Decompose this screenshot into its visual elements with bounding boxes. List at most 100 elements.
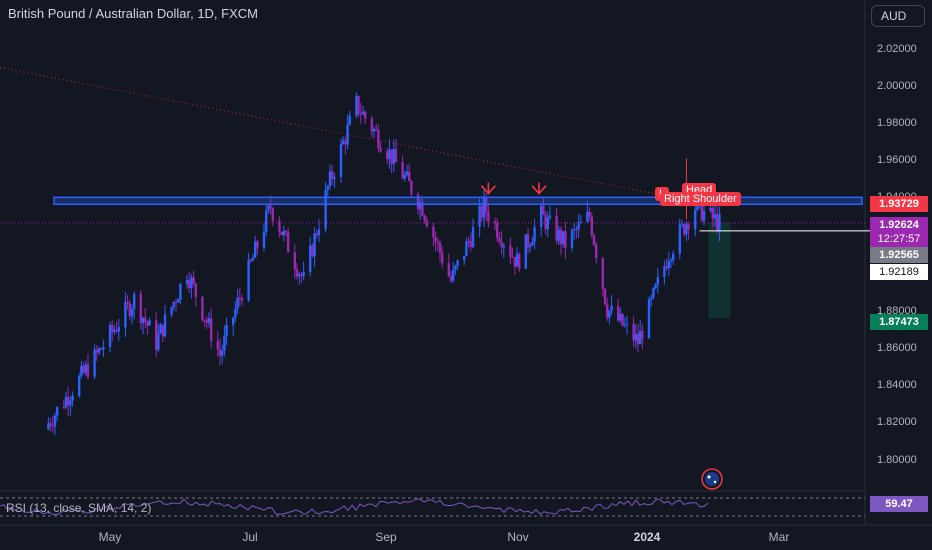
candle-body bbox=[49, 423, 52, 426]
y-tick-label: 1.84000 bbox=[877, 379, 917, 391]
candle-body bbox=[267, 205, 270, 211]
candle-body bbox=[47, 423, 50, 430]
candle-body bbox=[392, 149, 395, 164]
candle-body bbox=[469, 241, 472, 248]
target-price-badge: 1.87473 bbox=[870, 314, 928, 330]
candle-body bbox=[328, 171, 332, 187]
candle-body bbox=[694, 209, 697, 230]
y-tick-label: 1.80000 bbox=[877, 454, 917, 466]
candle-body bbox=[410, 181, 413, 195]
candle-body bbox=[680, 223, 684, 225]
candle-body bbox=[683, 223, 686, 235]
candle-body bbox=[207, 318, 211, 323]
candle-body bbox=[282, 230, 285, 236]
stop-price-badge: 1.93729 bbox=[870, 196, 928, 212]
y-tick-label: 1.98000 bbox=[877, 117, 917, 129]
candle-body bbox=[509, 245, 512, 257]
candle-body bbox=[359, 113, 362, 115]
target-zone bbox=[708, 222, 731, 319]
candle-body bbox=[425, 220, 428, 227]
candle-body bbox=[702, 210, 706, 221]
candle-body bbox=[346, 124, 349, 145]
candle-body bbox=[610, 305, 613, 311]
candle-body bbox=[478, 206, 481, 227]
flag-icon-star bbox=[707, 475, 711, 479]
red-arrow-marker bbox=[531, 182, 547, 195]
candle-body bbox=[621, 313, 624, 326]
candle-body bbox=[555, 215, 558, 241]
candle-body bbox=[579, 221, 582, 223]
candle-body bbox=[302, 272, 305, 277]
y-tick-label: 2.02000 bbox=[877, 43, 917, 55]
candle-body bbox=[210, 318, 213, 342]
candle-body bbox=[113, 329, 116, 333]
candle-body bbox=[311, 245, 314, 257]
candle-body bbox=[249, 260, 252, 262]
candle-body bbox=[546, 217, 549, 230]
candle-body bbox=[295, 269, 299, 277]
candle-body bbox=[117, 327, 120, 332]
candle-body bbox=[423, 215, 426, 221]
candle-body bbox=[641, 331, 644, 339]
candle-body bbox=[388, 149, 391, 160]
descending-trendline bbox=[0, 66, 702, 204]
candle-body bbox=[364, 111, 367, 119]
countdown-timer: 12:27:57 bbox=[877, 233, 921, 245]
candle-body bbox=[185, 280, 189, 284]
candle-body bbox=[654, 284, 657, 289]
candle-body bbox=[650, 297, 653, 300]
x-tick-label: Sep bbox=[375, 530, 397, 544]
candle-body bbox=[564, 231, 567, 248]
candle-body bbox=[141, 317, 145, 324]
candle-body bbox=[236, 297, 239, 309]
candle-body bbox=[269, 205, 272, 209]
candle-body bbox=[394, 149, 398, 163]
candle-body bbox=[588, 211, 591, 217]
candle-body bbox=[300, 274, 303, 277]
candle-body bbox=[313, 233, 316, 257]
candle-body bbox=[284, 230, 288, 233]
candle-body bbox=[601, 258, 604, 289]
candle-body bbox=[67, 396, 70, 406]
candle-body bbox=[665, 266, 668, 269]
x-tick-label: May bbox=[98, 530, 122, 544]
candle-body bbox=[221, 350, 224, 356]
candle-body bbox=[108, 325, 112, 348]
last-price-badge: 1.92624 12:27:57 bbox=[870, 217, 928, 247]
neckline-band bbox=[53, 196, 863, 206]
candle-body bbox=[709, 207, 712, 211]
candle-body bbox=[454, 265, 457, 270]
candle-body bbox=[293, 252, 296, 270]
candle-body bbox=[155, 320, 158, 350]
candle-body bbox=[606, 304, 609, 318]
candle-body bbox=[238, 297, 241, 299]
candle-body bbox=[247, 260, 250, 301]
candle-body bbox=[146, 321, 149, 326]
candle-body bbox=[324, 189, 327, 230]
candle-body bbox=[498, 237, 501, 242]
candle-body bbox=[493, 221, 497, 224]
candle-body bbox=[64, 396, 68, 408]
candle-body bbox=[177, 299, 180, 303]
x-tick-label: Mar bbox=[768, 530, 790, 544]
candle-body bbox=[518, 254, 521, 269]
candle-body bbox=[608, 310, 611, 318]
candle-body bbox=[595, 244, 598, 259]
candle-body bbox=[326, 186, 329, 190]
candle-body bbox=[559, 229, 563, 245]
candle-body bbox=[95, 349, 98, 353]
candle-body bbox=[174, 301, 178, 303]
candle-body bbox=[667, 261, 670, 269]
candle-body bbox=[144, 317, 147, 322]
candle-body bbox=[513, 257, 516, 267]
candle-body bbox=[531, 241, 534, 246]
candle-body bbox=[419, 202, 422, 210]
currency-button[interactable]: AUD bbox=[871, 5, 925, 27]
candle-body bbox=[377, 130, 380, 149]
candle-body bbox=[663, 266, 666, 278]
candle-body bbox=[438, 242, 442, 254]
candle-body bbox=[163, 314, 167, 337]
candle-body bbox=[685, 224, 688, 235]
candle-body bbox=[93, 349, 96, 377]
